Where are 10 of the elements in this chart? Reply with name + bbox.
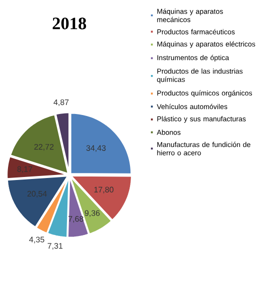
data-label: 34,43 bbox=[86, 145, 106, 152]
data-label: 22,72 bbox=[34, 144, 54, 151]
data-label: 17,80 bbox=[94, 186, 114, 194]
data-label: 4,87 bbox=[54, 99, 69, 106]
data-label: 8,17 bbox=[17, 166, 32, 173]
data-label: 9,36 bbox=[84, 210, 100, 217]
data-label: 7,31 bbox=[48, 243, 62, 250]
data-label: 20,54 bbox=[27, 190, 47, 198]
chart-title: 2018 bbox=[52, 18, 86, 30]
data-label: 4,35 bbox=[29, 236, 44, 244]
